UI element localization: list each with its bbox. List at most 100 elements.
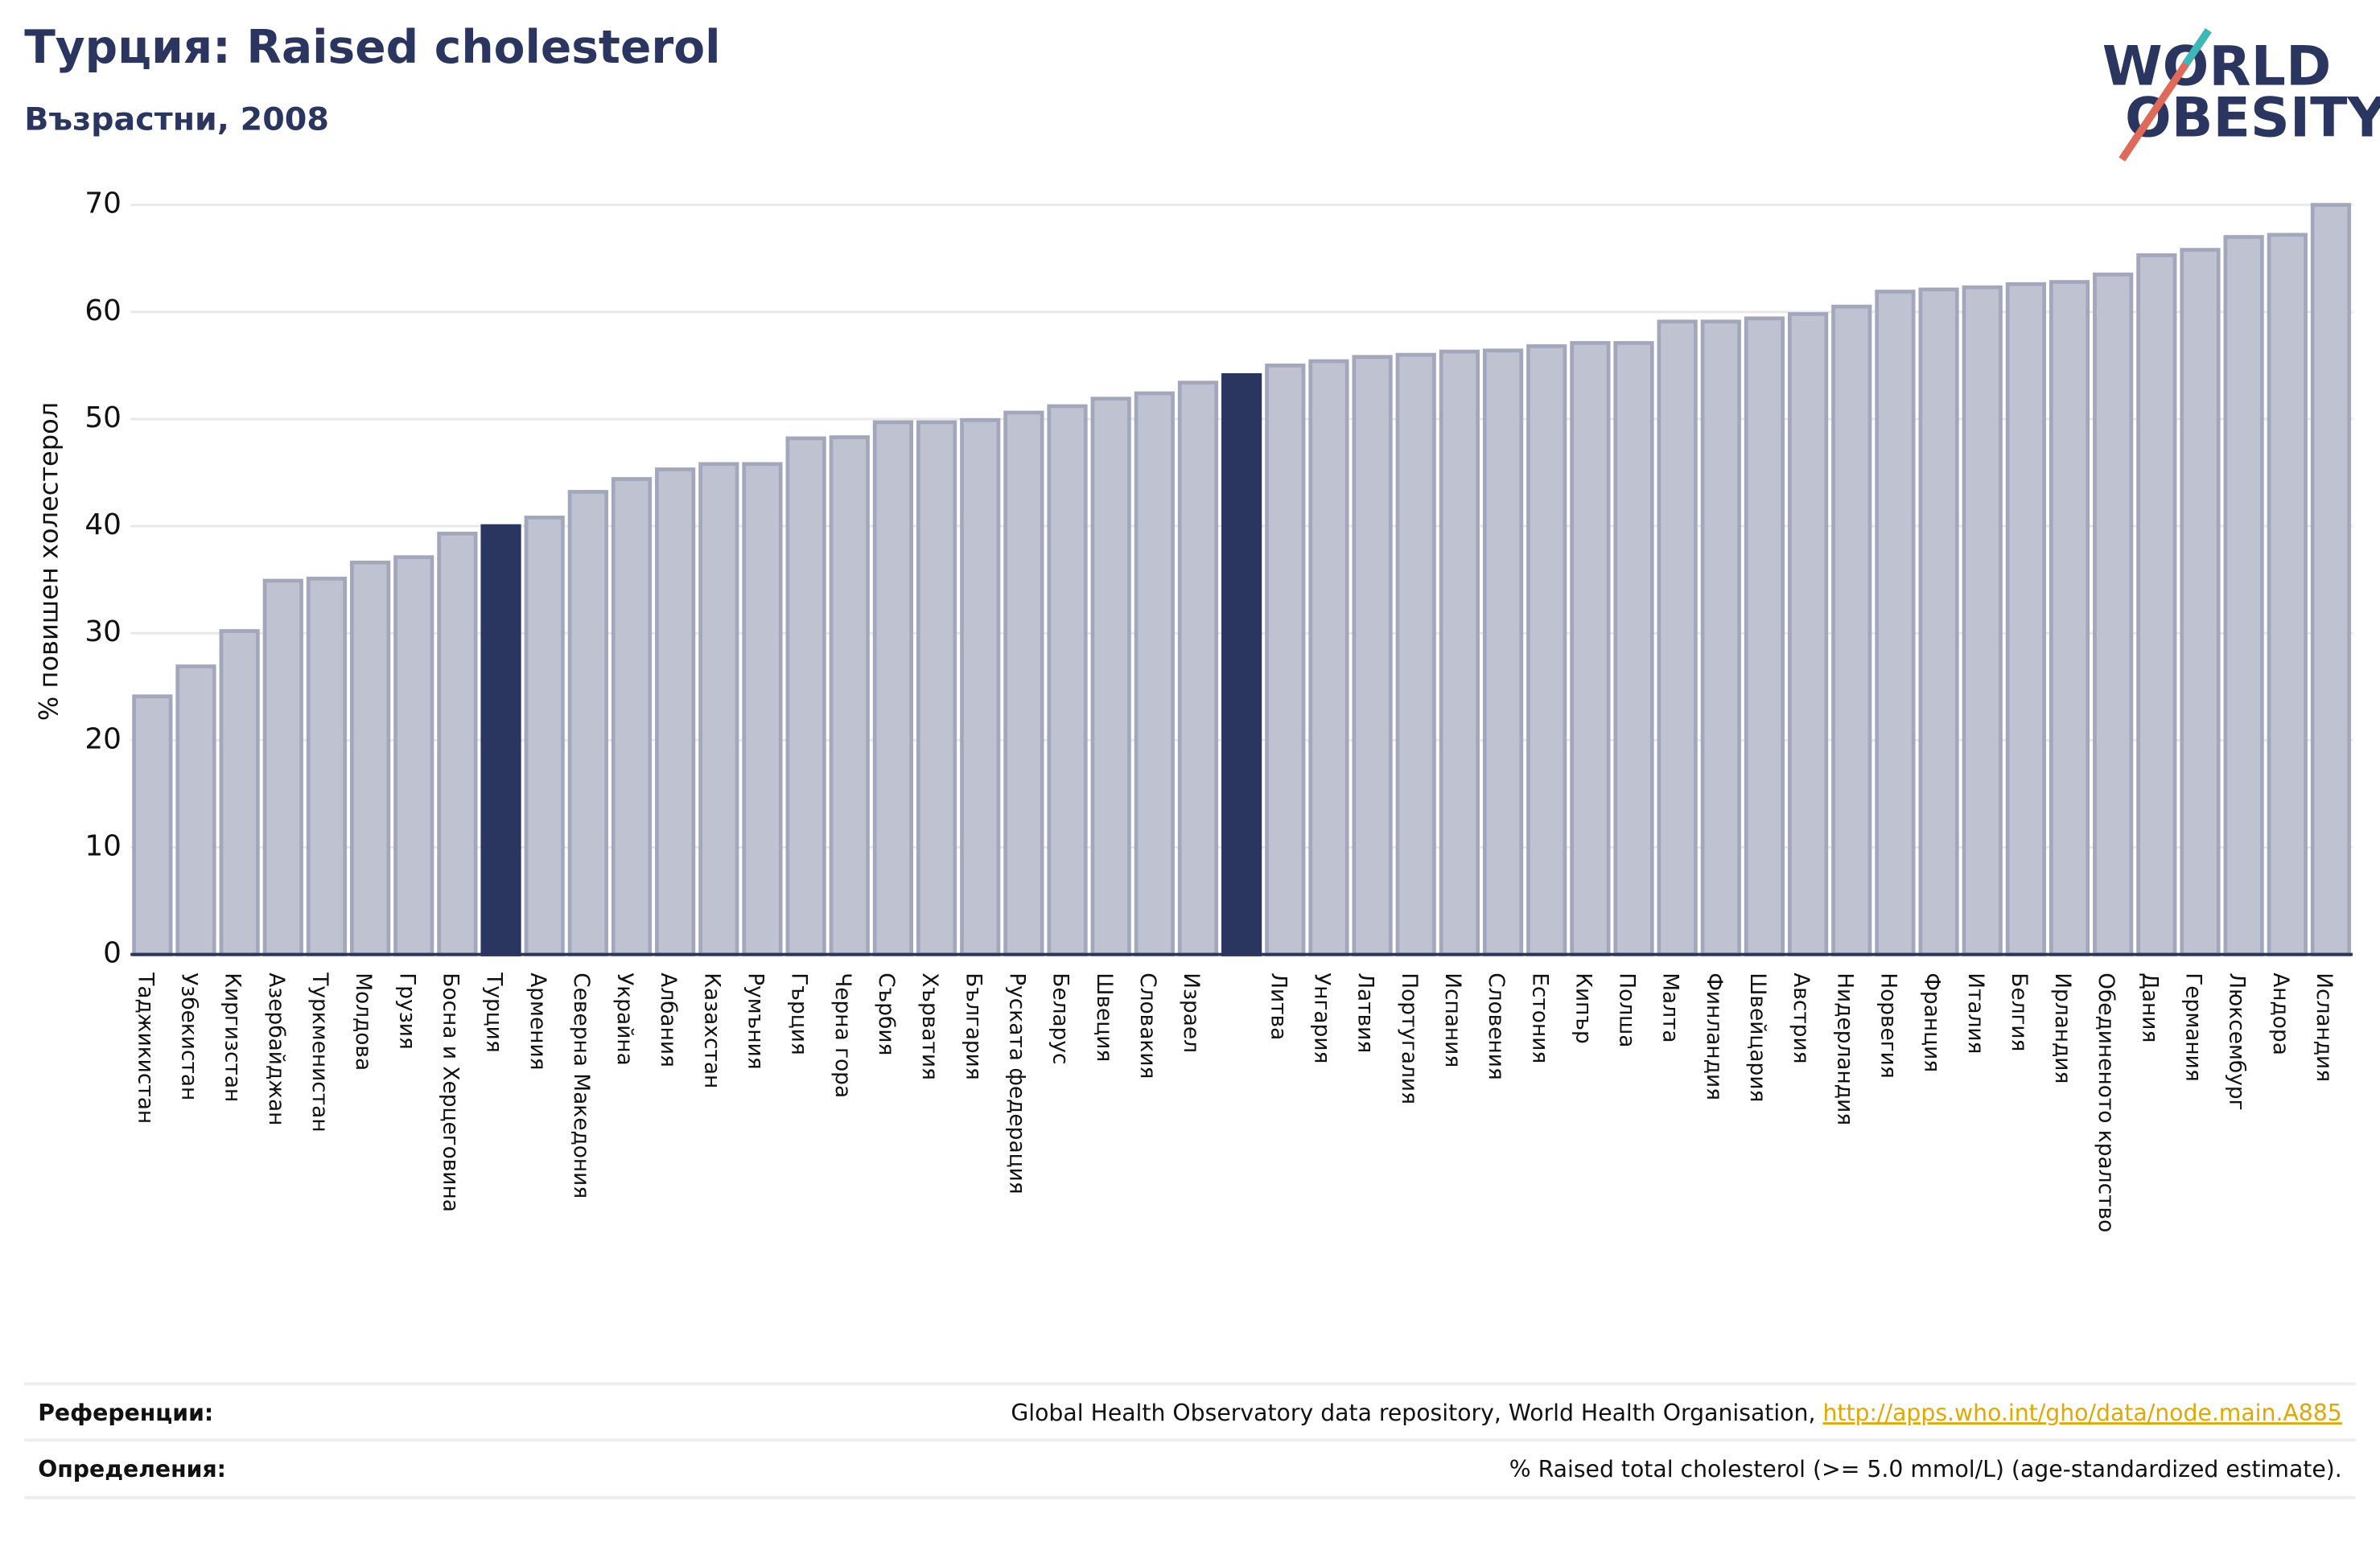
x-tick-label: Малта — [1658, 972, 1683, 1042]
logo: WORLD OBESITY — [2102, 28, 2380, 162]
x-tick-label: Таджикистан — [133, 972, 158, 1124]
definitions-label: Определения: — [38, 1456, 226, 1482]
x-tick-label: Норвегия — [1876, 972, 1900, 1079]
bar — [1482, 348, 1524, 956]
bar — [2136, 253, 2177, 956]
x-tick-label: Хърватия — [917, 972, 942, 1080]
bar — [437, 532, 478, 956]
bar — [785, 436, 826, 956]
x-tick-label: Словакия — [1135, 972, 1160, 1079]
x-tick-label: Беларус — [1048, 972, 1073, 1064]
x-tick-label: Украйна — [612, 972, 637, 1066]
bar — [1003, 410, 1044, 956]
bar — [524, 516, 565, 956]
bar — [1090, 397, 1131, 956]
bar — [698, 462, 739, 956]
bar — [1047, 404, 1088, 956]
bar — [2049, 280, 2090, 956]
bar — [1221, 372, 1262, 956]
x-tick-label: Киргизстан — [220, 972, 245, 1102]
x-tick-label: Швейцария — [1745, 972, 1770, 1102]
bar — [219, 629, 260, 956]
bar — [1700, 319, 1741, 956]
logo-slash-top — [2182, 28, 2212, 66]
x-tick-label: Испания — [1440, 972, 1465, 1067]
bar — [393, 555, 434, 956]
y-tick-label: 40 — [84, 508, 121, 541]
bar — [2223, 235, 2264, 956]
bar — [2267, 232, 2308, 956]
x-tick-label: Словения — [1484, 972, 1509, 1080]
x-tick-label: Австрия — [1789, 972, 1814, 1063]
x-tick-label: Албания — [656, 972, 681, 1067]
bar — [1788, 312, 1829, 956]
x-tick-label: Естония — [1527, 972, 1552, 1063]
bar — [1613, 341, 1654, 956]
x-tick-label: Люксембург — [2225, 972, 2250, 1110]
logo-line1: WORLD — [2102, 35, 2332, 98]
x-tick-label: Румъния — [743, 972, 768, 1069]
bar — [1134, 391, 1175, 956]
x-tick-label: Молдова — [351, 972, 376, 1071]
bar — [1308, 359, 1349, 956]
x-tick-label: Исландия — [2312, 972, 2337, 1082]
x-tick-label: Босна и Херцеговина — [438, 972, 463, 1212]
x-tick-label: Полша — [1615, 972, 1640, 1047]
bar — [1439, 349, 1480, 956]
x-tick-label: България — [961, 972, 986, 1080]
y-tick-label: 50 — [84, 401, 121, 434]
bar — [829, 435, 870, 956]
x-tick-label: Нидерландия — [1832, 972, 1857, 1125]
bar — [611, 477, 653, 956]
x-tick-label: Израел — [1179, 972, 1204, 1053]
bar — [655, 467, 696, 956]
bar — [960, 417, 1001, 956]
x-tick-label: Азербайджан — [264, 972, 289, 1125]
bar — [2310, 203, 2352, 956]
definitions-text: % Raised total cholesterol (>= 5.0 mmol/… — [1509, 1456, 2342, 1482]
x-tick-label: Дания — [2137, 972, 2162, 1042]
x-tick-label: Казахстан — [699, 972, 724, 1088]
references-text: Global Health Observatory data repositor… — [1011, 1400, 1822, 1426]
bar — [872, 420, 914, 956]
bar — [1962, 285, 2003, 956]
bar — [132, 694, 173, 956]
bar — [175, 664, 216, 956]
x-tick-label: Италия — [1963, 972, 1988, 1054]
bar — [1657, 319, 1698, 956]
bar — [480, 524, 521, 956]
chart-subtitle: Възрастни, 2008 — [24, 101, 329, 138]
y-tick-label: 60 — [84, 294, 121, 327]
x-tick-label: Унгария — [1310, 972, 1335, 1063]
y-tick-label: 30 — [84, 615, 121, 648]
bar — [349, 560, 391, 956]
x-tick-label: Кипър — [1571, 972, 1596, 1044]
bar — [567, 490, 608, 956]
bar — [916, 420, 957, 956]
bar — [742, 462, 783, 956]
x-tick-label: Финландия — [1702, 972, 1727, 1100]
x-tick-label: Германия — [2181, 972, 2206, 1082]
chart-title: Турция: Raised cholesterol — [24, 21, 720, 74]
x-tick-label: Ирландия — [2050, 972, 2075, 1084]
y-tick-label: 20 — [84, 722, 121, 755]
x-tick-label: Узбекистан — [177, 972, 202, 1100]
x-tick-label: Литва — [1266, 972, 1291, 1040]
bar — [2180, 248, 2221, 956]
y-tick-label: 0 — [103, 937, 121, 970]
x-tick-label: Андора — [2268, 972, 2293, 1055]
references-link[interactable]: http://apps.who.int/gho/data/node.main.A… — [1822, 1400, 2341, 1426]
bar — [1570, 341, 1611, 956]
bar — [1265, 364, 1306, 956]
x-tick-label: Туркменистан — [307, 972, 332, 1132]
bar — [1177, 380, 1219, 956]
y-tick-label: 10 — [84, 829, 121, 862]
x-tick-label: Белгия — [2007, 972, 2032, 1051]
x-tick-label: Сърбия — [874, 972, 899, 1055]
bar — [1526, 344, 1567, 956]
y-tick-label: 70 — [84, 187, 121, 220]
x-tick-label: Руската федерация — [1004, 972, 1029, 1194]
x-tick-label: Франция — [1920, 972, 1945, 1072]
bar — [1918, 287, 1959, 956]
